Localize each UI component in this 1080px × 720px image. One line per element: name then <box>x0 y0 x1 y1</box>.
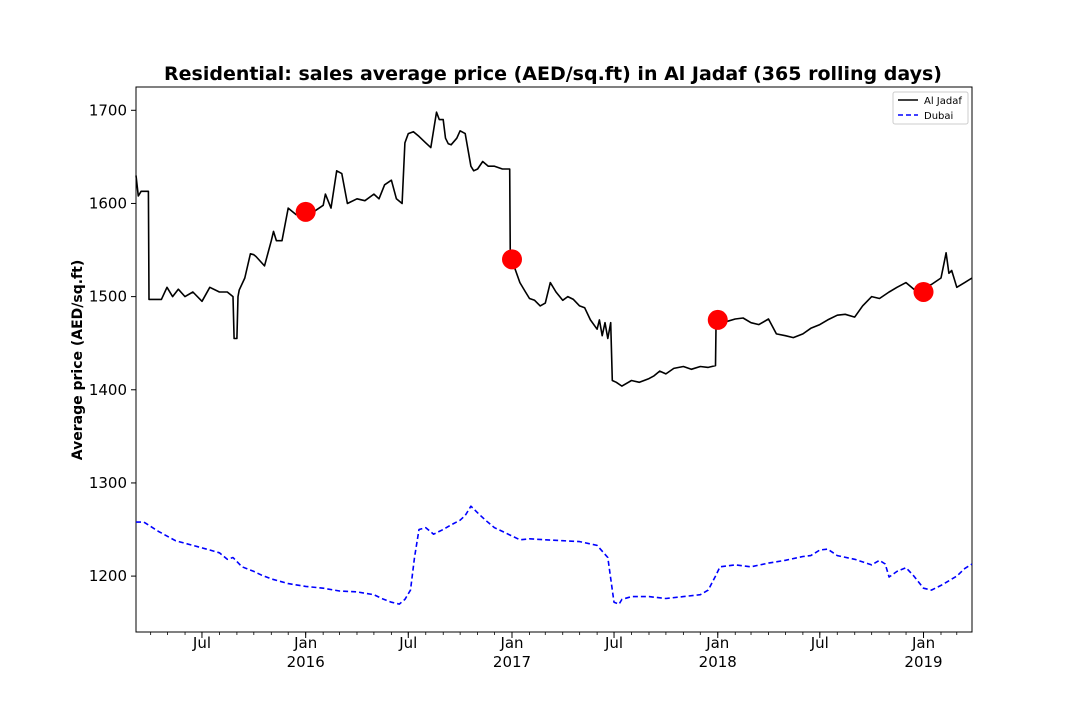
x-tick-label: Jan <box>499 634 523 652</box>
y-tick-label: 1500 <box>89 288 127 306</box>
chart-title: Residential: sales average price (AED/sq… <box>164 63 942 85</box>
x-tick-label: 2019 <box>904 653 942 671</box>
x-tick-label: 2018 <box>699 653 737 671</box>
y-tick-label: 1300 <box>89 474 127 492</box>
x-tick-label: 2016 <box>287 653 325 671</box>
y-tick-label: 1200 <box>89 567 127 585</box>
highlight-marker <box>913 281 934 302</box>
x-tick-label: 2017 <box>493 653 531 671</box>
x-tick-label: Jul <box>398 634 417 652</box>
marker-layer <box>295 201 934 330</box>
highlight-marker <box>295 201 316 222</box>
x-tick-label: Jul <box>192 634 211 652</box>
legend: Al Jadaf Dubai <box>892 91 969 125</box>
y-tick-label: 1400 <box>89 381 127 399</box>
x-tick-label: Jul <box>810 634 829 652</box>
axes-frame <box>135 86 973 633</box>
highlight-marker <box>707 309 728 330</box>
y-tick-label: 1600 <box>89 194 127 212</box>
x-tick-label: Jan <box>705 634 729 652</box>
x-tick-label: Jul <box>604 634 623 652</box>
legend-label-dubai: Dubai <box>924 111 953 122</box>
series-line-al-jadaf <box>135 111 973 387</box>
series-layer <box>135 111 973 605</box>
series-line-dubai <box>136 505 973 605</box>
plot-area <box>135 86 973 633</box>
y-axis: 1200 1300 1400 1500 1600 1700 <box>89 101 136 585</box>
y-axis-label: Average price (AED/sq.ft) <box>70 260 86 460</box>
legend-label-al-jadaf: Al Jadaf <box>924 96 962 107</box>
x-tick-label: Jan <box>293 634 317 652</box>
x-tick-label: Jan <box>911 634 935 652</box>
highlight-marker <box>502 249 523 270</box>
y-tick-label: 1700 <box>89 101 127 119</box>
